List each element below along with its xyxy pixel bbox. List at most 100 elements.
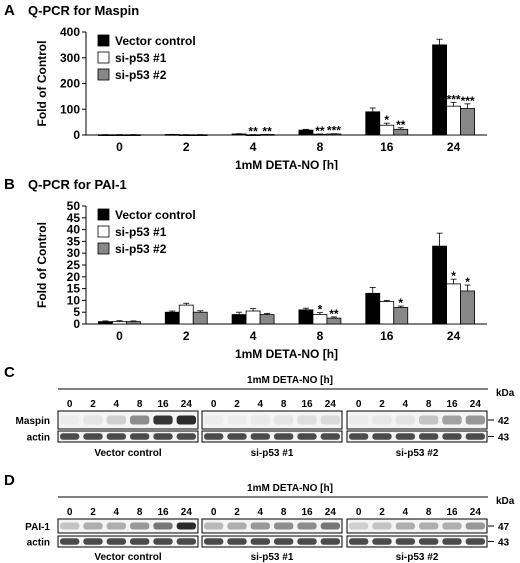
blot-band: [106, 522, 126, 530]
significance-label: ***: [327, 124, 341, 138]
blot-band: [395, 415, 415, 425]
blot-band: [465, 538, 485, 545]
legend-swatch: [97, 68, 110, 81]
blot-band: [60, 433, 80, 440]
bar: [259, 314, 275, 325]
timepoint-label: 8: [281, 507, 287, 518]
blot-band: [297, 522, 317, 530]
blot-row-label: Maspin: [16, 416, 50, 427]
blot-band: [153, 522, 173, 530]
bar: [379, 301, 395, 325]
y-tick-label: 45: [67, 211, 81, 225]
blot-band: [395, 522, 415, 530]
blot-band: [153, 415, 173, 425]
kda-unit-label: kDa: [496, 496, 515, 507]
blot-band: [297, 415, 317, 425]
blot-band: [60, 415, 80, 425]
y-tick-label: 50: [67, 199, 81, 213]
significance-label: **: [315, 124, 325, 138]
blot-band: [320, 433, 340, 440]
y-axis-label: Fold of Control: [35, 222, 49, 308]
y-tick-label: 30: [67, 246, 81, 260]
blot-band: [83, 538, 103, 545]
treatment-label: 1mM DETA-NO [h]: [247, 375, 333, 386]
legend-swatch: [97, 51, 110, 64]
timepoint-label: 2: [234, 399, 240, 410]
bar: [231, 314, 247, 325]
blot-band: [465, 522, 485, 530]
blot-band: [274, 433, 294, 440]
group-label: si-p53 #1: [251, 448, 294, 458]
blot-band: [227, 433, 247, 440]
timepoint-label: 4: [403, 507, 409, 518]
blot-band: [204, 415, 224, 425]
group-label: si-p53 #1: [251, 552, 294, 563]
y-tick-label: 200: [60, 77, 80, 91]
timepoint-label: 2: [234, 507, 240, 518]
bar: [192, 311, 208, 325]
legend-label: si-p53 #1: [115, 51, 167, 65]
blot-band: [349, 538, 369, 545]
blot-band: [227, 522, 247, 530]
significance-label: *: [398, 296, 403, 310]
blot-band: [176, 415, 196, 425]
bar: [460, 108, 475, 136]
blot-band: [130, 433, 150, 440]
legend-swatch: [97, 34, 110, 47]
x-tick-label: 0: [116, 140, 123, 154]
x-tick-label: 4: [250, 140, 257, 154]
significance-label: *: [318, 303, 323, 317]
legend-label: si-p53 #2: [115, 68, 167, 82]
significance-label: **: [396, 118, 406, 132]
y-tick-label: 40: [67, 223, 81, 237]
blot-band: [465, 415, 485, 425]
blot-band: [419, 415, 439, 425]
timepoint-label: 4: [114, 507, 120, 518]
blot-band: [274, 415, 294, 425]
kda-value: 47: [498, 522, 510, 533]
legend-label: Vector control: [115, 34, 196, 48]
significance-label: *: [384, 113, 389, 127]
significance-label: *: [451, 269, 456, 283]
timepoint-label: 8: [137, 507, 143, 518]
blot-band: [106, 433, 126, 440]
y-tick-label: 300: [60, 51, 80, 65]
bar: [446, 105, 461, 136]
blot-band: [153, 433, 173, 440]
timepoint-label: 2: [379, 507, 385, 518]
blot-band: [442, 522, 462, 530]
y-tick-label: 5: [73, 305, 80, 319]
blot-membrane: [201, 430, 343, 443]
bar: [164, 311, 180, 325]
bar: [245, 310, 261, 325]
timepoint-label: 2: [90, 507, 96, 518]
x-tick-label: 0: [116, 329, 123, 343]
blot-band: [349, 415, 369, 425]
treatment-label: 1mM DETA-NO [h]: [247, 483, 333, 494]
x-tick-label: 8: [317, 329, 324, 343]
blot-band: [176, 538, 196, 545]
legend-swatch: [97, 208, 110, 221]
x-tick-label: 8: [317, 140, 324, 154]
blot-band: [395, 538, 415, 545]
chart-title-pai1: Q-PCR for PAI-1: [28, 177, 127, 192]
bar: [432, 245, 447, 325]
legend-swatch: [97, 242, 110, 255]
bar: [365, 292, 381, 325]
blot-band: [297, 538, 317, 545]
timepoint-label: 16: [446, 399, 458, 410]
blot-band: [349, 522, 369, 530]
bar: [298, 309, 314, 325]
timepoint-label: 8: [281, 399, 287, 410]
blot-band: [130, 538, 150, 545]
timepoint-label: 0: [67, 399, 73, 410]
blot-band: [465, 433, 485, 440]
blot-band: [320, 415, 340, 425]
blot-band: [106, 538, 126, 545]
bar: [178, 304, 194, 325]
timepoint-label: 24: [181, 507, 193, 518]
blot-band: [83, 433, 103, 440]
